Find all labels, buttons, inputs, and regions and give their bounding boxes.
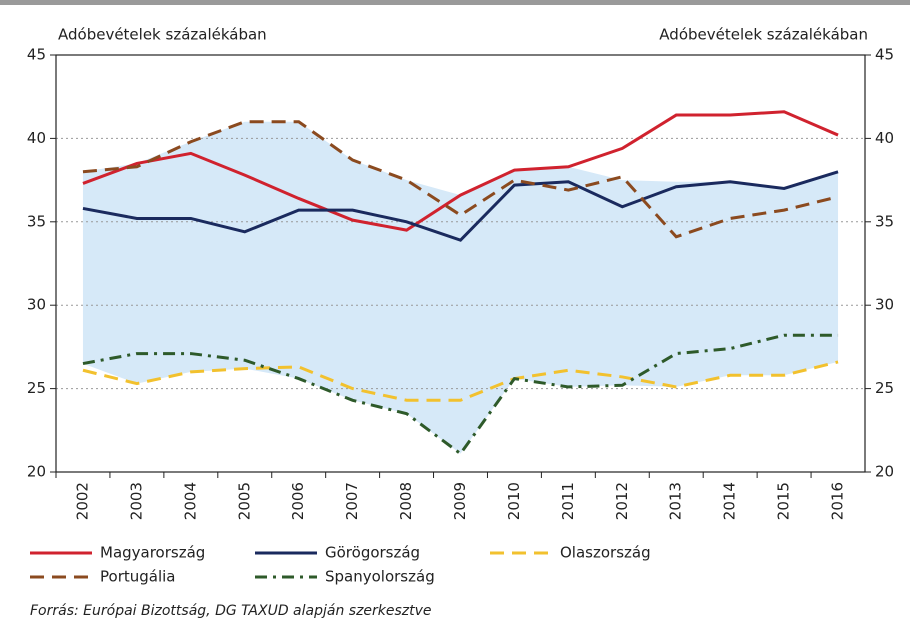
y-tick-label: 20 [27,463,46,481]
x-tick-label: 2013 [667,482,685,520]
y-tick-label: 30 [27,296,46,314]
legend-label: Magyarország [100,544,205,562]
legend-label: Olaszország [560,544,651,562]
x-tick-label: 2004 [181,482,199,520]
x-tick-label: 2016 [829,482,847,520]
source-note: Forrás: Európai Bizottság, DG TAXUD alap… [30,603,432,619]
legend-label: Spanyolország [325,568,435,586]
y2-axis-label: Adóbevételek százalékában [659,26,868,44]
series-line [82,360,839,402]
y2-tick-label: 45 [875,46,894,64]
x-tick-label: 2003 [127,482,145,520]
y2-tick-label: 35 [875,212,894,230]
x-tick-label: 2015 [775,482,793,520]
x-tick-label: 2012 [613,482,631,520]
x-tick-label: 2014 [721,482,739,520]
x-tick-label: 2002 [73,482,91,520]
y2-tick-label: 40 [875,129,894,147]
y-tick-label: 25 [27,379,46,397]
series-line [82,170,839,242]
plot-frame [55,54,866,473]
x-tick-label: 2010 [505,482,523,520]
y-tick-label: 35 [27,212,46,230]
legend-label: Portugália [100,568,175,586]
legend-label: Görögország [325,544,420,562]
y2-tick-label: 30 [875,296,894,314]
x-tick-label: 2007 [343,482,361,520]
x-tick-label: 2005 [235,482,253,520]
series-line [82,120,839,239]
top-bar [0,0,910,5]
x-tick-label: 2009 [451,482,469,520]
y2-tick-label: 20 [875,463,894,481]
x-tick-label: 2011 [559,482,577,520]
range-band [82,121,839,454]
series-line [82,110,839,232]
y-tick-label: 40 [27,129,46,147]
x-tick-label: 2006 [289,482,307,520]
y2-tick-label: 25 [875,379,894,397]
y-axis-label: Adóbevételek százalékában [58,26,267,44]
x-tick-label: 2008 [397,482,415,520]
series-line [82,333,839,456]
y-tick-label: 45 [27,46,46,64]
